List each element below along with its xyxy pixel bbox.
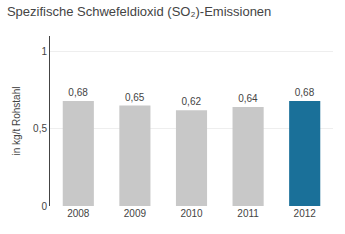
svg-text:2008: 2008 [67, 208, 90, 219]
svg-text:2012: 2012 [294, 208, 317, 219]
svg-text:0,64: 0,64 [238, 93, 258, 104]
svg-text:Spezifische Schwefeldioxid (SO: Spezifische Schwefeldioxid (SO₂)-Emissio… [7, 4, 271, 19]
svg-text:1: 1 [41, 46, 47, 57]
svg-text:in kg/t Rohstahl: in kg/t Rohstahl [11, 87, 22, 156]
svg-text:2009: 2009 [124, 208, 147, 219]
svg-text:0,65: 0,65 [125, 92, 145, 103]
svg-text:0,68: 0,68 [295, 87, 315, 98]
svg-text:0,5: 0,5 [33, 123, 47, 134]
svg-text:0,62: 0,62 [182, 96, 202, 107]
svg-text:0: 0 [41, 201, 47, 212]
svg-text:2011: 2011 [237, 208, 259, 219]
svg-text:2010: 2010 [180, 208, 203, 219]
svg-text:0,68: 0,68 [68, 87, 88, 98]
